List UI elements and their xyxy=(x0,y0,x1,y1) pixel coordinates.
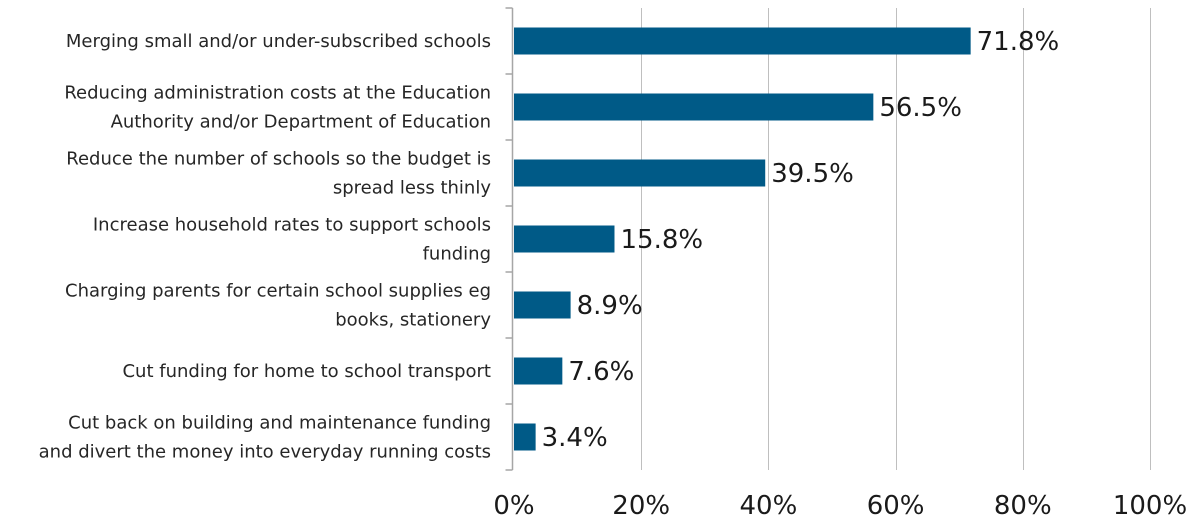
category-label: Cut funding for home to school transport xyxy=(122,361,491,382)
value-labels: 71.8% 56.5% 39.5% 15.8% 8.9% 7.6% 3.4% xyxy=(542,27,1060,453)
category-label-line: and divert the money into everyday runni… xyxy=(39,442,491,463)
bar xyxy=(514,291,571,319)
category-label-line: funding xyxy=(423,244,491,265)
category-label-line: Cut back on building and maintenance fun… xyxy=(68,413,491,434)
category-label-line: books, stationery xyxy=(335,310,491,331)
bar xyxy=(514,423,536,451)
value-label: 3.4% xyxy=(542,423,608,453)
x-tick-label: 20% xyxy=(612,491,670,521)
category-label: Charging parents for certain school supp… xyxy=(65,281,491,331)
category-label-line: Cut funding for home to school transport xyxy=(122,361,491,382)
bars xyxy=(514,27,971,451)
category-label: Reduce the number of schools so the budg… xyxy=(66,149,491,199)
bar xyxy=(514,357,563,385)
value-label: 8.9% xyxy=(577,291,643,321)
value-label: 7.6% xyxy=(568,357,634,387)
value-label: 56.5% xyxy=(879,93,962,123)
x-tick-labels: 0% 20% 40% 60% 80% 100% xyxy=(493,491,1187,521)
category-label: Reducing administration costs at the Edu… xyxy=(64,83,491,133)
category-label: Cut back on building and maintenance fun… xyxy=(39,413,491,463)
bar xyxy=(514,93,874,121)
x-tick-label: 60% xyxy=(867,491,925,521)
bar xyxy=(514,27,971,55)
x-tick-label: 80% xyxy=(994,491,1052,521)
x-tick-label: 0% xyxy=(493,491,534,521)
category-label-line: Merging small and/or under-subscribed sc… xyxy=(66,31,491,52)
category-label-line: Reduce the number of schools so the budg… xyxy=(66,149,491,170)
category-label-line: Charging parents for certain school supp… xyxy=(65,281,491,302)
y-axis xyxy=(505,7,514,471)
x-tick-label: 100% xyxy=(1113,491,1187,521)
category-label-line: Reducing administration costs at the Edu… xyxy=(64,83,491,104)
category-label-line: Authority and/or Department of Education xyxy=(111,112,491,133)
value-label: 15.8% xyxy=(620,225,703,255)
category-labels: Merging small and/or under-subscribed sc… xyxy=(39,31,492,463)
value-label: 39.5% xyxy=(771,159,854,189)
value-label: 71.8% xyxy=(977,27,1060,57)
category-label-line: Increase household rates to support scho… xyxy=(93,215,491,236)
x-tick-label: 40% xyxy=(740,491,798,521)
category-label: Merging small and/or under-subscribed sc… xyxy=(66,31,491,52)
gridlines xyxy=(641,8,1151,470)
bar xyxy=(514,159,766,187)
bar xyxy=(514,225,615,253)
category-label-line: spread less thinly xyxy=(333,178,491,199)
category-label: Increase household rates to support scho… xyxy=(93,215,491,265)
